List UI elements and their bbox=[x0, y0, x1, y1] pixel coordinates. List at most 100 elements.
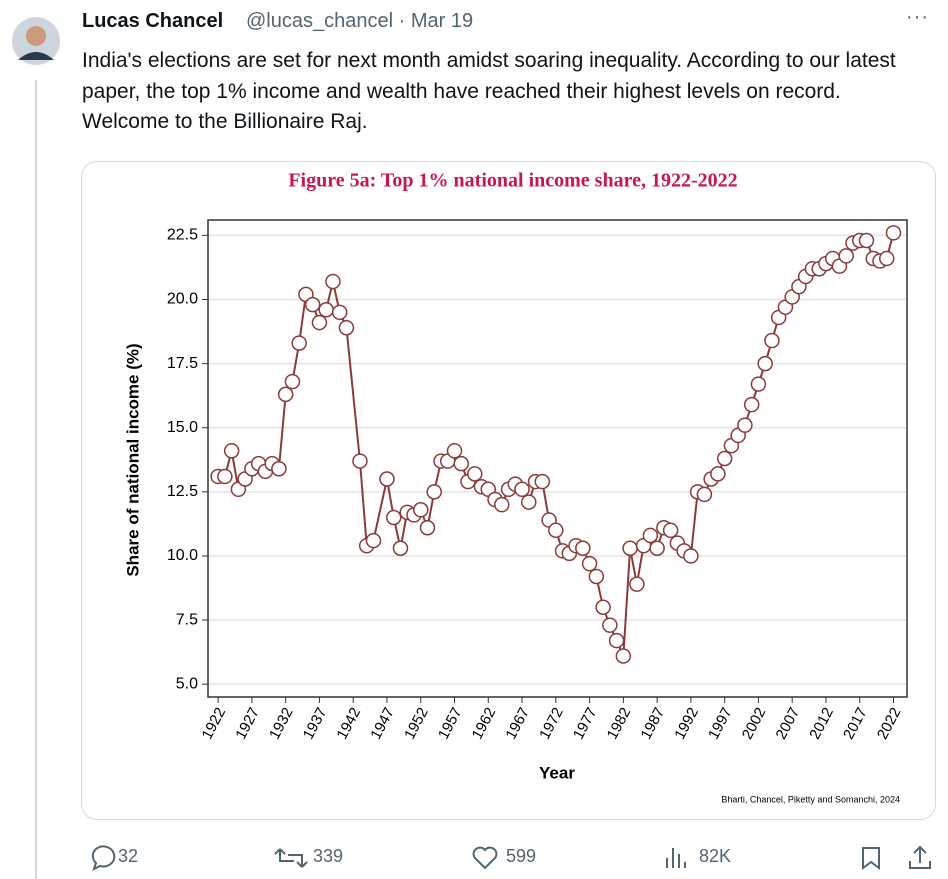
data-point bbox=[750, 376, 767, 392]
data-point bbox=[311, 314, 328, 331]
retweet-icon[interactable] bbox=[274, 848, 308, 868]
data-point bbox=[683, 548, 699, 564]
y-tick-label: 22.5 bbox=[167, 227, 198, 244]
data-point bbox=[453, 455, 470, 472]
data-point bbox=[521, 494, 537, 510]
data-point bbox=[379, 471, 395, 487]
data-point bbox=[575, 540, 591, 557]
handle[interactable]: @lucas_chancel bbox=[246, 10, 394, 32]
avatar-body bbox=[18, 52, 54, 60]
y-tick-label: 5.0 bbox=[176, 675, 198, 692]
x-tick-label: 1952 bbox=[401, 705, 432, 742]
view-count: 82K bbox=[699, 846, 732, 866]
data-point bbox=[446, 443, 463, 459]
data-point bbox=[223, 443, 240, 459]
data-point bbox=[291, 335, 307, 351]
x-tick-label: 1932 bbox=[266, 705, 297, 742]
data-point bbox=[217, 468, 233, 485]
data-point bbox=[318, 302, 334, 318]
data-point bbox=[426, 484, 442, 500]
x-tick-label: 1962 bbox=[469, 705, 500, 742]
x-tick-label: 1922 bbox=[198, 705, 229, 742]
x-tick-label: 2022 bbox=[874, 705, 905, 742]
x-tick-label: 1992 bbox=[671, 705, 702, 742]
share-icon[interactable] bbox=[909, 845, 931, 869]
x-tick-label: 1947 bbox=[367, 705, 398, 742]
retweet-count: 339 bbox=[313, 846, 344, 866]
avatar-face bbox=[26, 26, 46, 46]
data-point bbox=[284, 373, 301, 390]
x-tick-label: 2007 bbox=[773, 705, 804, 742]
x-tick-label: 1987 bbox=[637, 705, 668, 742]
data-point bbox=[277, 386, 294, 403]
chart-title: Figure 5a: Top 1% national income share,… bbox=[288, 170, 737, 192]
y-tick-label: 20.0 bbox=[167, 291, 198, 308]
more-button[interactable]: ··· bbox=[906, 6, 929, 28]
avatar-column bbox=[12, 17, 60, 879]
data-point bbox=[615, 648, 632, 664]
data-point bbox=[534, 473, 551, 490]
reply-count: 32 bbox=[118, 846, 139, 866]
y-tick-label: 17.5 bbox=[167, 355, 198, 372]
data-point bbox=[642, 527, 659, 544]
data-point bbox=[325, 273, 341, 290]
data-point bbox=[757, 355, 773, 372]
tweet-text: India's elections are set for next month… bbox=[82, 49, 896, 133]
separator: · bbox=[398, 10, 406, 32]
data-point bbox=[271, 461, 287, 477]
reply-icon[interactable] bbox=[91, 845, 116, 871]
x-tick-label: 1942 bbox=[334, 705, 365, 742]
source-note: Bharti, Chancel, Piketty and Somanchi, 2… bbox=[721, 794, 900, 804]
action-bar bbox=[91, 845, 931, 871]
views-icon[interactable] bbox=[666, 848, 686, 868]
data-point bbox=[352, 453, 368, 469]
data-point bbox=[595, 599, 611, 615]
data-point bbox=[338, 319, 355, 336]
data-point bbox=[548, 522, 564, 539]
data-point bbox=[716, 450, 733, 467]
data-point bbox=[629, 576, 645, 592]
data-point bbox=[764, 332, 780, 349]
data-point bbox=[494, 496, 510, 513]
data-point bbox=[710, 466, 726, 482]
x-tick-label: 2012 bbox=[806, 705, 837, 742]
date[interactable]: Mar 19 bbox=[410, 10, 474, 32]
x-tick-label: 1957 bbox=[435, 705, 466, 742]
x-tick-label: 1972 bbox=[536, 705, 567, 742]
data-point bbox=[392, 540, 409, 557]
data-point bbox=[649, 540, 665, 557]
data-point bbox=[878, 250, 895, 267]
chart: Figure 5a: Top 1% national income share,… bbox=[123, 170, 908, 804]
data-point bbox=[885, 225, 902, 241]
data-point bbox=[514, 481, 530, 498]
y-axis-label: Share of national income (%) bbox=[123, 343, 142, 576]
y-tick-label: 10.0 bbox=[167, 547, 198, 564]
x-axis-label: Year bbox=[539, 763, 575, 782]
like-icon[interactable] bbox=[472, 846, 498, 870]
data-point bbox=[412, 502, 429, 518]
data-point bbox=[838, 248, 854, 264]
x-tick-label: 2017 bbox=[840, 705, 871, 742]
media-card[interactable]: Figure 5a: Top 1% national income share,… bbox=[81, 161, 936, 820]
x-tick-label: 1982 bbox=[604, 705, 635, 742]
data-point bbox=[467, 466, 483, 482]
x-tick-label: 1967 bbox=[502, 705, 533, 742]
bookmark-icon[interactable] bbox=[862, 847, 880, 870]
x-tick-label: 1937 bbox=[300, 705, 331, 742]
data-point bbox=[365, 532, 382, 549]
author-name[interactable]: Lucas Chancel bbox=[82, 10, 224, 32]
author-meta: @lucas_chancel · Mar 19 bbox=[246, 10, 473, 33]
x-tick-label: 1997 bbox=[705, 705, 736, 742]
data-point bbox=[588, 568, 605, 585]
data-point bbox=[581, 555, 598, 572]
data-point bbox=[304, 296, 321, 313]
data-point bbox=[608, 632, 625, 649]
data-point bbox=[622, 540, 638, 557]
data-point bbox=[743, 396, 760, 413]
data-point bbox=[737, 417, 753, 433]
x-tick-label: 1977 bbox=[570, 705, 601, 742]
plot-frame bbox=[207, 219, 908, 698]
y-tick-label: 7.5 bbox=[176, 611, 198, 628]
x-tick-label: 1927 bbox=[232, 705, 263, 742]
